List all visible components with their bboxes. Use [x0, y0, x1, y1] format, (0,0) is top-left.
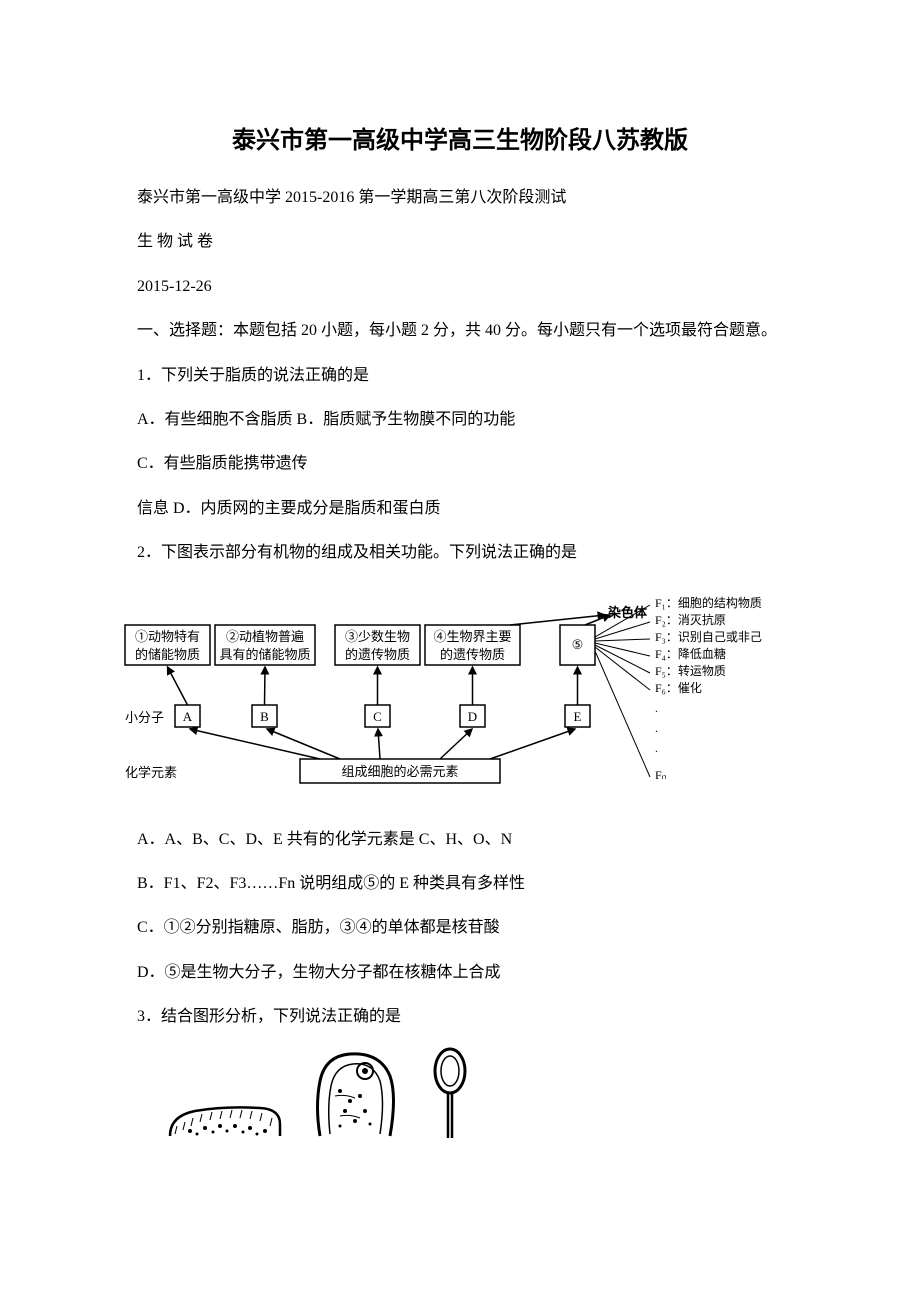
- q2-optC: C．①②分别指糖原、脂肪，③④的单体都是核苷酸: [105, 913, 815, 943]
- small-label: 小分子: [125, 710, 164, 725]
- svg-text:F₅：转运物质: F₅：转运物质: [655, 663, 726, 678]
- svg-text:F₁：细胞的结构物质: F₁：细胞的结构物质: [655, 595, 762, 610]
- q3-figure: [165, 1046, 815, 1141]
- q2-diagram-svg: ①动物特有 的储能物质 ②动植物普遍 具有的储能物质 ③少数生物 的遗传物质 ④…: [120, 587, 800, 807]
- svg-text:F₃：识别自己或非己: F₃：识别自己或非己: [655, 630, 762, 644]
- box4-bot: 的遗传物质: [440, 647, 505, 662]
- q1-optC: C．有些脂质能携带遗传: [105, 449, 815, 479]
- smallE: E: [574, 709, 582, 724]
- q2-optB: B．F1、F2、F3……Fn 说明组成⑤的 E 种类具有多样性: [105, 869, 815, 899]
- date: 2015-12-26: [105, 272, 815, 302]
- smallA: A: [183, 709, 193, 724]
- q3-img2: [305, 1046, 405, 1141]
- f-list: F₁：细胞的结构物质 F₂：消灭抗原 F₃：识别自己或非己 F₄：降低血糖 F₅…: [655, 595, 762, 782]
- q3-img1: [165, 1076, 285, 1141]
- q1-optA: A．有些细胞不含脂质 B．脂质赋予生物膜不同的功能: [105, 405, 815, 435]
- box3-top: ③少数生物: [345, 629, 410, 644]
- q3-stem: 3．结合图形分析，下列说法正确的是: [105, 1002, 815, 1032]
- box5: ⑤: [572, 637, 584, 652]
- smallB: B: [260, 709, 269, 724]
- subtitle: 泰兴市第一高级中学 2015-2016 第一学期高三第八次阶段测试: [105, 183, 815, 213]
- box3-bot: 的遗传物质: [345, 647, 410, 662]
- element-label: 化学元素: [125, 765, 177, 780]
- box1-bot: 的储能物质: [135, 647, 200, 662]
- q2-stem: 2．下图表示部分有机物的组成及相关功能。下列说法正确的是: [105, 538, 815, 568]
- box2-bot: 具有的储能物质: [219, 647, 310, 662]
- svg-text:.: .: [655, 741, 658, 755]
- smallC: C: [373, 709, 382, 724]
- subject: 生 物 试 卷: [105, 227, 815, 257]
- q2-optA: A．A、B、C、D、E 共有的化学元素是 C、H、O、N: [105, 825, 815, 855]
- svg-text:.: .: [655, 701, 658, 715]
- q1-stem: 1．下列关于脂质的说法正确的是: [105, 361, 815, 391]
- svg-text:F₂：消灭抗原: F₂：消灭抗原: [655, 612, 726, 627]
- page-title: 泰兴市第一高级中学高三生物阶段八苏教版: [105, 120, 815, 155]
- q2-diagram: ①动物特有 的储能物质 ②动植物普遍 具有的储能物质 ③少数生物 的遗传物质 ④…: [120, 587, 800, 807]
- section-instructions: 一、选择题：本题包括 20 小题，每小题 2 分，共 40 分。每小题只有一个选…: [105, 316, 815, 346]
- element-box: 组成细胞的必需元素: [341, 764, 458, 779]
- smallD: D: [468, 709, 477, 724]
- svg-text:F₄：降低血糖: F₄：降低血糖: [655, 646, 726, 661]
- box1-top: ①动物特有: [135, 629, 200, 644]
- box4-top: ④生物界主要: [433, 629, 511, 644]
- svg-text:.: .: [655, 721, 658, 735]
- q3-img3: [425, 1046, 475, 1141]
- box2-top: ②动植物普遍: [226, 629, 304, 644]
- svg-text:Fₙ: Fₙ: [655, 768, 667, 782]
- q2-optD: D．⑤是生物大分子，生物大分子都在核糖体上合成: [105, 958, 815, 988]
- svg-text:F₆：催化: F₆：催化: [655, 681, 702, 695]
- q1-optD: 信息 D．内质网的主要成分是脂质和蛋白质: [105, 494, 815, 524]
